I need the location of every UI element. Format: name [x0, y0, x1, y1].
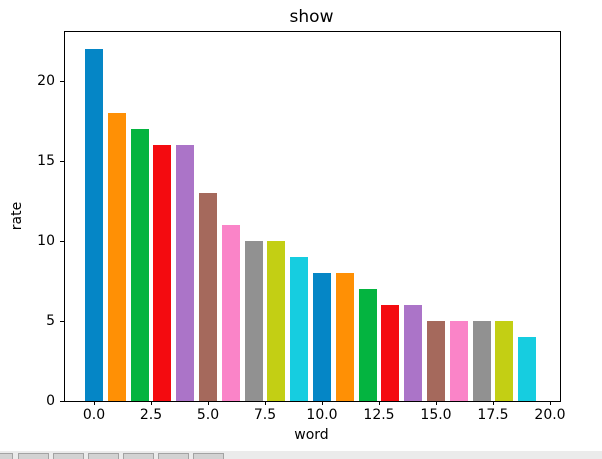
y-axis-label: rate	[9, 201, 25, 231]
y-tick-mark	[60, 400, 64, 402]
bar	[267, 241, 286, 401]
y-tick-mark	[60, 160, 64, 162]
x-tick-label: 17.5	[477, 407, 509, 423]
bar	[518, 337, 537, 401]
bar	[290, 257, 309, 401]
chart-title: show	[289, 7, 334, 27]
y-tick-mark	[60, 240, 64, 242]
x-tick-label: 12.5	[363, 407, 395, 423]
bar	[153, 145, 172, 401]
x-tick-mark	[265, 401, 266, 405]
y-tick-label: 20	[37, 73, 55, 89]
bar	[358, 289, 377, 401]
x-tick-label: 20.0	[534, 407, 566, 423]
taskbar-button[interactable]	[18, 453, 49, 459]
x-tick-label: 10.0	[306, 407, 338, 423]
y-tick-label: 10	[37, 233, 55, 249]
bar	[335, 273, 354, 401]
x-tick-label: 15.0	[420, 407, 452, 423]
bar	[381, 305, 400, 401]
y-tick-mark	[60, 80, 64, 82]
x-tick-mark	[151, 401, 152, 405]
bar	[449, 321, 468, 401]
taskbar-button[interactable]	[123, 453, 154, 459]
x-tick-label: 5.0	[196, 407, 220, 423]
y-tick-label: 15	[37, 153, 55, 169]
bar	[85, 49, 103, 401]
y-tick-label: 5	[46, 313, 55, 329]
taskbar-strip	[0, 451, 602, 459]
plot-area: 0.0 2.5 5.0 7.5 10.0 12.5 15.0 17.5 20.0 0 5 10 15 20	[37, 31, 566, 423]
y-tick-label: 0	[46, 393, 55, 409]
x-tick-mark	[436, 401, 437, 405]
taskbar-button[interactable]	[0, 453, 13, 459]
x-tick-label: 0.0	[82, 407, 106, 423]
bar	[221, 225, 240, 401]
x-tick-mark	[94, 401, 95, 405]
taskbar-button[interactable]	[53, 453, 84, 459]
taskbar-button[interactable]	[158, 453, 189, 459]
x-axis-label: word	[294, 427, 329, 443]
bar	[176, 145, 195, 401]
bar	[313, 273, 331, 401]
bar	[472, 321, 491, 401]
taskbar-button[interactable]	[193, 453, 224, 459]
bar	[130, 129, 149, 401]
bar	[495, 321, 514, 401]
x-tick-mark	[379, 401, 380, 405]
x-tick-mark	[322, 401, 323, 405]
bar	[244, 241, 263, 401]
y-tick-mark	[60, 320, 64, 322]
x-tick-label: 2.5	[139, 407, 163, 423]
x-tick-mark	[493, 401, 494, 405]
x-tick-mark	[208, 401, 209, 405]
bar	[427, 321, 445, 401]
bar	[404, 305, 423, 401]
bar	[107, 113, 126, 401]
taskbar-button[interactable]	[88, 453, 119, 459]
x-tick-label: 7.5	[253, 407, 277, 423]
bar	[199, 193, 217, 401]
x-tick-mark	[550, 401, 551, 405]
